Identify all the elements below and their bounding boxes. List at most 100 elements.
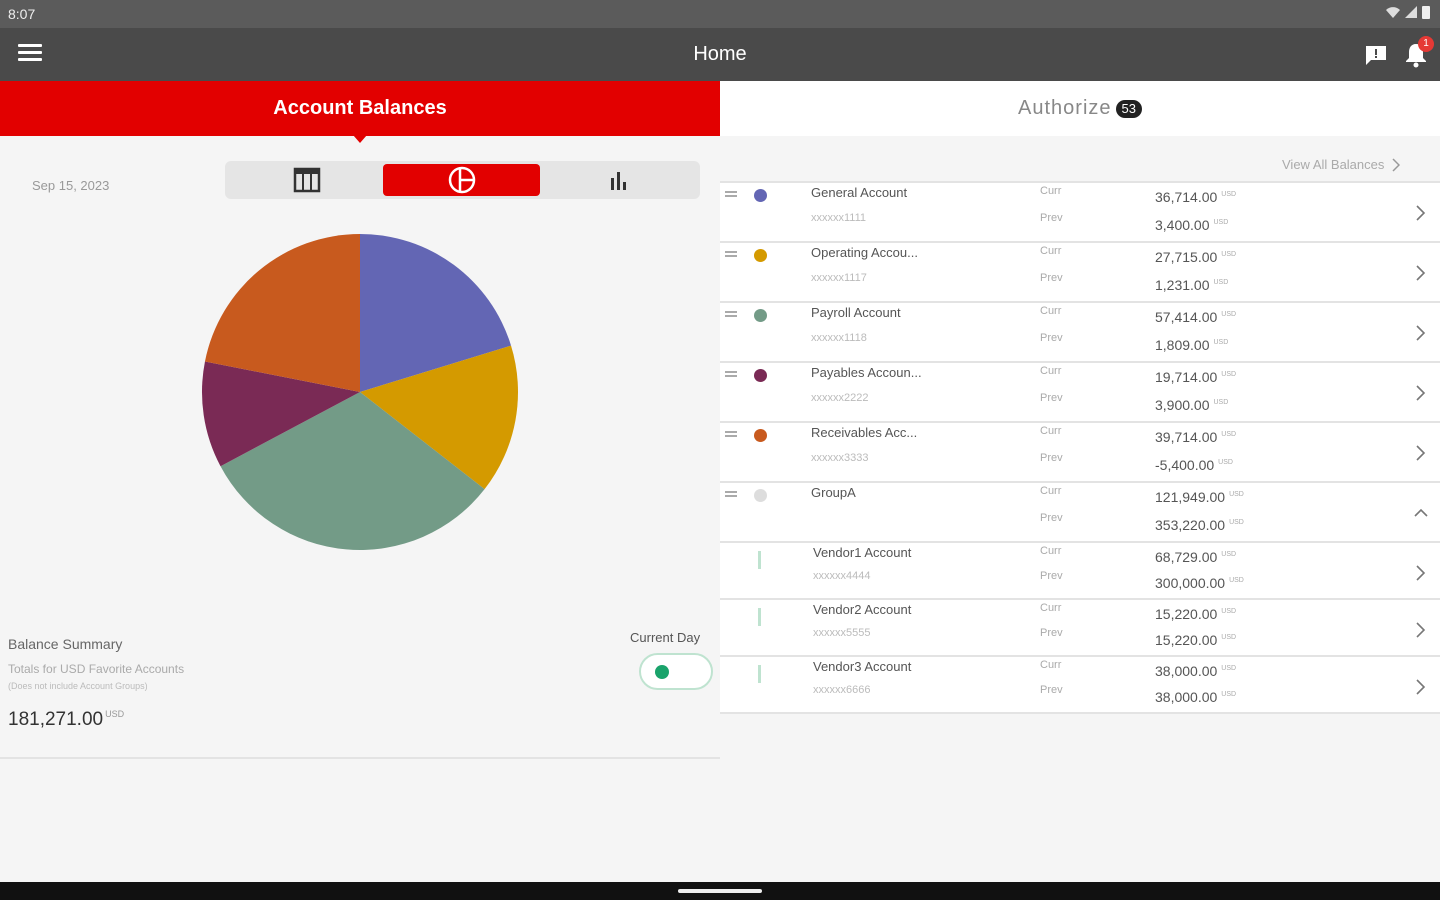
account-number: xxxxxx1118 bbox=[811, 332, 867, 344]
curr-label: Curr bbox=[1040, 365, 1062, 377]
bar-chart-icon bbox=[610, 172, 626, 190]
battery-icon bbox=[1422, 6, 1430, 19]
tab-authorize[interactable]: Authorize 53 bbox=[720, 81, 1440, 136]
account-row[interactable]: Receivables Acc... xxxxxx3333 Curr Prev 39,7… bbox=[720, 423, 1440, 483]
account-color-dot bbox=[754, 189, 767, 202]
current-balance: 121,949.00 USD bbox=[1155, 489, 1244, 505]
accounts-list: General Account xxxxxx1111 Curr Prev 36,714.… bbox=[720, 181, 1440, 714]
drag-handle-icon[interactable] bbox=[725, 491, 737, 497]
account-color-dot bbox=[754, 309, 767, 322]
total-currency: USD bbox=[105, 709, 125, 719]
status-bar: 8:07 bbox=[0, 0, 1440, 28]
current-balance: 15,220.00 USD bbox=[1155, 606, 1237, 622]
previous-balance: 353,220.00 USD bbox=[1155, 517, 1244, 533]
balance-pie-chart[interactable] bbox=[200, 232, 520, 552]
account-name: Vendor3 Account bbox=[813, 659, 912, 674]
table-view-button[interactable] bbox=[228, 164, 385, 196]
status-time: 8:07 bbox=[8, 6, 36, 22]
drag-handle-icon[interactable] bbox=[725, 311, 737, 317]
previous-balance: 300,000.00 USD bbox=[1155, 575, 1244, 591]
account-number: xxxxxx2222 bbox=[811, 392, 869, 404]
account-number: xxxxxx3333 bbox=[811, 452, 869, 464]
account-name: Vendor2 Account bbox=[813, 602, 912, 617]
account-name: General Account bbox=[811, 185, 908, 200]
account-row[interactable]: General Account xxxxxx1111 Curr Prev 36,714.… bbox=[720, 183, 1440, 243]
pie-slice-payroll-account[interactable] bbox=[220, 392, 485, 550]
balance-summary-note: (Does not include Account Groups) bbox=[8, 681, 148, 691]
account-number: xxxxxx1111 bbox=[811, 212, 867, 224]
view-mode-selector bbox=[225, 161, 700, 199]
menu-icon[interactable] bbox=[18, 44, 42, 64]
previous-balance: 15,220.00 USD bbox=[1155, 632, 1237, 648]
account-row[interactable]: Payables Accoun... xxxxxx2222 Curr Prev 19,7… bbox=[720, 363, 1440, 423]
account-name: Payroll Account bbox=[811, 305, 901, 320]
bar-view-button[interactable] bbox=[540, 164, 697, 196]
previous-balance: 38,000.00 USD bbox=[1155, 689, 1237, 705]
balance-summary-total: 181,271.00 USD bbox=[8, 709, 124, 731]
group-row[interactable]: GroupA Curr Prev 121,949.00 USD 353,220.00 USD bbox=[720, 483, 1440, 543]
previous-balance: 3,900.00 USD bbox=[1155, 397, 1229, 413]
view-all-balances-label: View All Balances bbox=[1282, 157, 1385, 172]
pie-slice-receivables-acc[interactable] bbox=[204, 234, 360, 392]
toggle-knob bbox=[655, 665, 669, 679]
current-balance: 38,000.00 USD bbox=[1155, 663, 1237, 679]
system-icons bbox=[1386, 5, 1430, 19]
account-name: Vendor1 Account bbox=[813, 545, 912, 560]
chevron-up-icon[interactable] bbox=[1414, 505, 1428, 521]
prev-label: Prev bbox=[1040, 684, 1063, 696]
account-number: xxxxxx1117 bbox=[811, 272, 867, 284]
home-gesture-pill[interactable] bbox=[678, 889, 762, 893]
pie-view-button[interactable] bbox=[383, 164, 540, 196]
current-balance: 39,714.00 USD bbox=[1155, 429, 1237, 445]
tab-bar: Account Balances Authorize 53 bbox=[0, 81, 1440, 143]
group-member-indicator bbox=[758, 665, 761, 683]
table-icon bbox=[293, 167, 320, 193]
current-day-toggle[interactable] bbox=[639, 653, 713, 690]
pie-slice-general-account[interactable] bbox=[360, 234, 512, 392]
current-day-label: Current Day bbox=[630, 630, 701, 645]
curr-label: Curr bbox=[1040, 185, 1062, 197]
previous-balance: 3,400.00 USD bbox=[1155, 217, 1229, 233]
drag-handle-icon[interactable] bbox=[725, 371, 737, 377]
prev-label: Prev bbox=[1040, 272, 1063, 284]
view-all-balances-link[interactable]: View All Balances bbox=[1282, 157, 1401, 172]
pie-slice-operating-accou[interactable] bbox=[360, 345, 518, 490]
account-color-dot bbox=[754, 249, 767, 262]
account-row[interactable]: Payroll Account xxxxxx1118 Curr Prev 57,414.… bbox=[720, 303, 1440, 363]
balance-summary-title: Balance Summary bbox=[8, 636, 123, 652]
chevron-right-icon bbox=[1416, 265, 1426, 281]
group-member-row[interactable]: Vendor1 Account xxxxxx4444 Curr Prev 68,729.… bbox=[720, 543, 1440, 600]
tab-account-balances[interactable]: Account Balances bbox=[0, 81, 720, 143]
drag-handle-icon[interactable] bbox=[725, 251, 737, 257]
prev-label: Prev bbox=[1040, 570, 1063, 582]
current-balance: 27,715.00 USD bbox=[1155, 249, 1237, 265]
account-row[interactable]: Operating Accou... xxxxxx1117 Curr Prev 27,7… bbox=[720, 243, 1440, 303]
signal-icon bbox=[1405, 6, 1417, 18]
drag-handle-icon[interactable] bbox=[725, 431, 737, 437]
prev-label: Prev bbox=[1040, 392, 1063, 404]
curr-label: Curr bbox=[1040, 545, 1062, 557]
tab-account-balances-label: Account Balances bbox=[273, 97, 447, 119]
chevron-right-icon bbox=[1392, 157, 1401, 172]
group-member-indicator bbox=[758, 608, 761, 626]
curr-label: Curr bbox=[1040, 305, 1062, 317]
account-name: Receivables Acc... bbox=[811, 425, 918, 440]
balances-panel: Sep 15, 2023 Balance Summ bbox=[0, 136, 720, 759]
group-member-row[interactable]: Vendor3 Account xxxxxx6666 Curr Prev 38,000.… bbox=[720, 657, 1440, 714]
message-icon[interactable] bbox=[1364, 44, 1388, 66]
curr-label: Curr bbox=[1040, 602, 1062, 614]
account-color-dot bbox=[754, 429, 767, 442]
chevron-right-icon bbox=[1416, 325, 1426, 341]
prev-label: Prev bbox=[1040, 512, 1063, 524]
wifi-icon bbox=[1386, 7, 1400, 18]
curr-label: Curr bbox=[1040, 245, 1062, 257]
current-balance: 36,714.00 USD bbox=[1155, 189, 1237, 205]
pie-chart-icon bbox=[448, 166, 475, 194]
total-amount: 181,271.00 bbox=[8, 709, 104, 730]
pie-slice-payables-accoun[interactable] bbox=[202, 361, 360, 467]
chevron-right-icon bbox=[1416, 445, 1426, 461]
group-member-row[interactable]: Vendor2 Account xxxxxx5555 Curr Prev 15,220.… bbox=[720, 600, 1440, 657]
drag-handle-icon[interactable] bbox=[725, 191, 737, 197]
tab-authorize-label: Authorize bbox=[1018, 97, 1112, 119]
current-balance: 68,729.00 USD bbox=[1155, 549, 1237, 565]
